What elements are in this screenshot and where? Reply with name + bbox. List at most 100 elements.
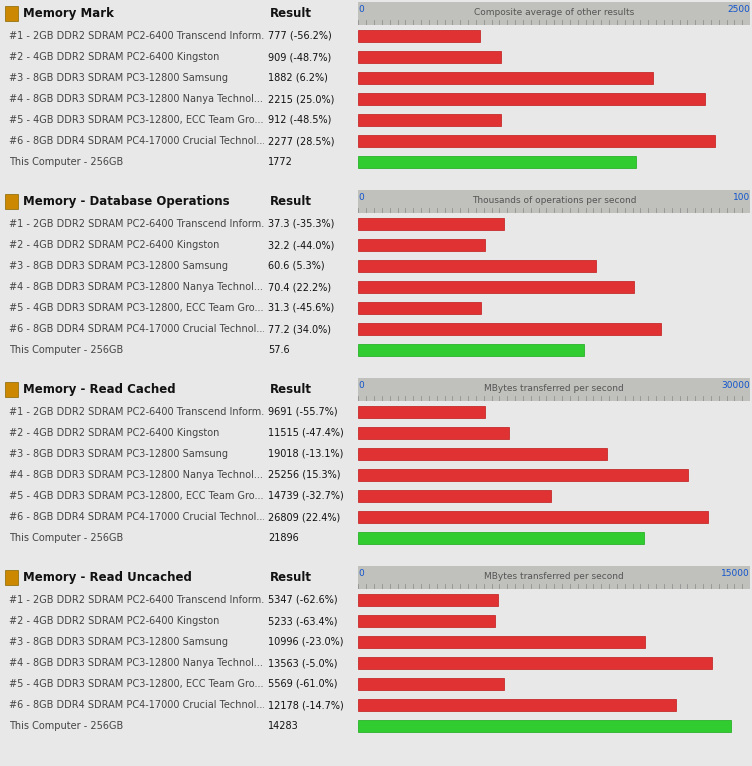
Text: Memory Mark: Memory Mark	[23, 7, 114, 20]
Text: #2 - 4GB DDR2 SDRAM PC2-6400 Kingston: #2 - 4GB DDR2 SDRAM PC2-6400 Kingston	[8, 240, 219, 250]
Text: 60.6 (5.3%): 60.6 (5.3%)	[268, 261, 325, 271]
Bar	[359, 260, 596, 272]
Bar	[359, 51, 501, 63]
Text: 0: 0	[359, 569, 364, 578]
Bar	[359, 218, 505, 230]
Text: 0: 0	[359, 194, 364, 202]
Text: Result: Result	[270, 7, 312, 20]
Text: 14283: 14283	[268, 721, 299, 731]
Text: #2 - 4GB DDR2 SDRAM PC2-6400 Kingston: #2 - 4GB DDR2 SDRAM PC2-6400 Kingston	[8, 52, 219, 62]
Bar	[359, 657, 712, 669]
Bar	[359, 239, 484, 250]
Bar	[359, 511, 708, 523]
Bar	[5, 382, 18, 397]
Text: 909 (-48.7%): 909 (-48.7%)	[268, 52, 332, 62]
Bar	[359, 490, 550, 502]
Text: #4 - 8GB DDR3 SDRAM PC3-12800 Nanya Technol...: #4 - 8GB DDR3 SDRAM PC3-12800 Nanya Tech…	[8, 94, 262, 104]
Bar	[359, 470, 688, 481]
Text: 77.2 (34.0%): 77.2 (34.0%)	[268, 324, 332, 334]
Text: #2 - 4GB DDR2 SDRAM PC2-6400 Kingston: #2 - 4GB DDR2 SDRAM PC2-6400 Kingston	[8, 428, 219, 438]
Bar	[5, 6, 18, 21]
Text: 912 (-48.5%): 912 (-48.5%)	[268, 115, 332, 125]
Text: #2 - 4GB DDR2 SDRAM PC2-6400 Kingston: #2 - 4GB DDR2 SDRAM PC2-6400 Kingston	[8, 616, 219, 626]
Bar	[5, 194, 18, 209]
Text: #5 - 4GB DDR3 SDRAM PC3-12800, ECC Team Gro...: #5 - 4GB DDR3 SDRAM PC3-12800, ECC Team …	[8, 115, 263, 125]
Text: 1772: 1772	[268, 157, 293, 167]
Bar	[359, 114, 502, 126]
Bar	[359, 323, 661, 335]
Text: 9691 (-55.7%): 9691 (-55.7%)	[268, 407, 338, 417]
Text: Result: Result	[270, 571, 312, 584]
Text: Memory - Read Cached: Memory - Read Cached	[23, 383, 176, 396]
Text: 0: 0	[359, 5, 364, 15]
Text: #3 - 8GB DDR3 SDRAM PC3-12800 Samsung: #3 - 8GB DDR3 SDRAM PC3-12800 Samsung	[8, 261, 228, 271]
Bar	[359, 30, 480, 42]
Text: #4 - 8GB DDR3 SDRAM PC3-12800 Nanya Technol...: #4 - 8GB DDR3 SDRAM PC3-12800 Nanya Tech…	[8, 282, 262, 292]
Text: #6 - 8GB DDR4 SDRAM PC4-17000 Crucial Technol...: #6 - 8GB DDR4 SDRAM PC4-17000 Crucial Te…	[8, 324, 265, 334]
Text: 32.2 (-44.0%): 32.2 (-44.0%)	[268, 240, 335, 250]
Text: This Computer - 256GB: This Computer - 256GB	[8, 157, 123, 167]
Bar	[359, 136, 715, 147]
Text: 13563 (-5.0%): 13563 (-5.0%)	[268, 658, 338, 668]
Bar	[359, 720, 731, 732]
Text: 25256 (15.3%): 25256 (15.3%)	[268, 470, 341, 480]
Bar	[359, 93, 705, 105]
Text: #1 - 2GB DDR2 SDRAM PC2-6400 Transcend Inform...: #1 - 2GB DDR2 SDRAM PC2-6400 Transcend I…	[8, 595, 270, 605]
Text: 100: 100	[732, 194, 750, 202]
Bar	[359, 699, 676, 711]
Text: Composite average of other results: Composite average of other results	[474, 8, 635, 18]
Text: Memory - Database Operations: Memory - Database Operations	[23, 195, 230, 208]
Bar	[359, 678, 504, 690]
Text: This Computer - 256GB: This Computer - 256GB	[8, 721, 123, 731]
Bar	[359, 532, 644, 544]
Text: 5347 (-62.6%): 5347 (-62.6%)	[268, 595, 338, 605]
Text: 21896: 21896	[268, 533, 299, 543]
Text: #3 - 8GB DDR3 SDRAM PC3-12800 Samsung: #3 - 8GB DDR3 SDRAM PC3-12800 Samsung	[8, 449, 228, 459]
Text: #1 - 2GB DDR2 SDRAM PC2-6400 Transcend Inform...: #1 - 2GB DDR2 SDRAM PC2-6400 Transcend I…	[8, 219, 270, 229]
Text: 31.3 (-45.6%): 31.3 (-45.6%)	[268, 303, 335, 313]
Bar	[359, 594, 498, 606]
Text: This Computer - 256GB: This Computer - 256GB	[8, 533, 123, 543]
Text: #3 - 8GB DDR3 SDRAM PC3-12800 Samsung: #3 - 8GB DDR3 SDRAM PC3-12800 Samsung	[8, 73, 228, 83]
Text: #3 - 8GB DDR3 SDRAM PC3-12800 Samsung: #3 - 8GB DDR3 SDRAM PC3-12800 Samsung	[8, 637, 228, 647]
Text: #6 - 8GB DDR4 SDRAM PC4-17000 Crucial Technol...: #6 - 8GB DDR4 SDRAM PC4-17000 Crucial Te…	[8, 512, 265, 522]
Text: #4 - 8GB DDR3 SDRAM PC3-12800 Nanya Technol...: #4 - 8GB DDR3 SDRAM PC3-12800 Nanya Tech…	[8, 470, 262, 480]
Text: 70.4 (22.2%): 70.4 (22.2%)	[268, 282, 332, 292]
Bar	[359, 406, 485, 417]
Text: 777 (-56.2%): 777 (-56.2%)	[268, 31, 332, 41]
Text: 57.6: 57.6	[268, 345, 290, 355]
Text: 0: 0	[359, 381, 364, 391]
Bar	[359, 303, 481, 314]
Bar	[359, 637, 645, 648]
Bar	[359, 344, 584, 355]
Text: #5 - 4GB DDR3 SDRAM PC3-12800, ECC Team Gro...: #5 - 4GB DDR3 SDRAM PC3-12800, ECC Team …	[8, 303, 263, 313]
Text: #5 - 4GB DDR3 SDRAM PC3-12800, ECC Team Gro...: #5 - 4GB DDR3 SDRAM PC3-12800, ECC Team …	[8, 679, 263, 689]
Text: 2215 (25.0%): 2215 (25.0%)	[268, 94, 335, 104]
Text: 10996 (-23.0%): 10996 (-23.0%)	[268, 637, 344, 647]
Text: Memory - Read Uncached: Memory - Read Uncached	[23, 571, 193, 584]
Text: 37.3 (-35.3%): 37.3 (-35.3%)	[268, 219, 335, 229]
Text: #1 - 2GB DDR2 SDRAM PC2-6400 Transcend Inform...: #1 - 2GB DDR2 SDRAM PC2-6400 Transcend I…	[8, 31, 270, 41]
Bar	[359, 615, 495, 627]
Text: #1 - 2GB DDR2 SDRAM PC2-6400 Transcend Inform...: #1 - 2GB DDR2 SDRAM PC2-6400 Transcend I…	[8, 407, 270, 417]
Text: 5569 (-61.0%): 5569 (-61.0%)	[268, 679, 338, 689]
Text: 30000: 30000	[721, 381, 750, 391]
Text: MBytes transferred per second: MBytes transferred per second	[484, 385, 624, 394]
Bar	[359, 448, 607, 460]
Bar	[359, 427, 509, 439]
Text: #5 - 4GB DDR3 SDRAM PC3-12800, ECC Team Gro...: #5 - 4GB DDR3 SDRAM PC3-12800, ECC Team …	[8, 491, 263, 501]
Text: 1882 (6.2%): 1882 (6.2%)	[268, 73, 329, 83]
Bar	[359, 156, 636, 168]
Text: Result: Result	[270, 195, 312, 208]
Bar	[359, 281, 634, 293]
Text: #6 - 8GB DDR4 SDRAM PC4-17000 Crucial Technol...: #6 - 8GB DDR4 SDRAM PC4-17000 Crucial Te…	[8, 136, 265, 146]
Text: 19018 (-13.1%): 19018 (-13.1%)	[268, 449, 344, 459]
Text: This Computer - 256GB: This Computer - 256GB	[8, 345, 123, 355]
Text: #4 - 8GB DDR3 SDRAM PC3-12800 Nanya Technol...: #4 - 8GB DDR3 SDRAM PC3-12800 Nanya Tech…	[8, 658, 262, 668]
Text: 15000: 15000	[721, 569, 750, 578]
Bar	[5, 570, 18, 585]
Text: MBytes transferred per second: MBytes transferred per second	[484, 572, 624, 581]
Text: Result: Result	[270, 383, 312, 396]
Text: 26809 (22.4%): 26809 (22.4%)	[268, 512, 341, 522]
Text: Thousands of operations per second: Thousands of operations per second	[472, 196, 636, 205]
